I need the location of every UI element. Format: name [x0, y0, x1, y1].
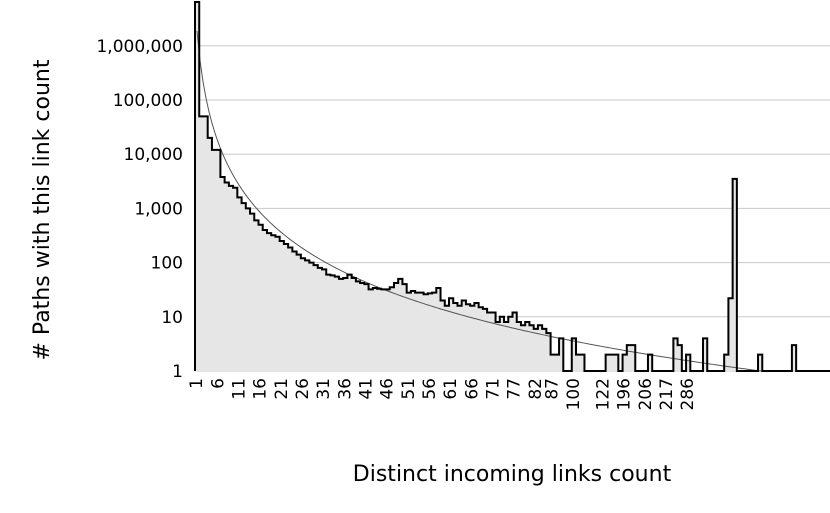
distribution-step-line: [194, 1, 830, 372]
y-axis-ticks: 1 10 100 1,000 10,000 100,000 1,000,000: [96, 37, 183, 382]
y-tick-label: 1,000,000: [96, 37, 183, 57]
y-tick-label: 10: [161, 308, 183, 328]
x-tick-label: 71: [483, 378, 503, 400]
x-tick-label: 196: [615, 378, 635, 410]
y-tick-label: 100: [151, 254, 183, 274]
x-tick-label: 66: [462, 378, 482, 400]
x-axis-title: Distinct incoming links count: [353, 462, 672, 487]
x-tick-label: 46: [378, 378, 398, 400]
x-tick-label: 6: [208, 378, 228, 389]
x-tick-label: 286: [678, 378, 698, 410]
power-law-trend: [196, 30, 770, 372]
x-tick-label: 122: [594, 378, 614, 410]
x-tick-label: 21: [272, 378, 292, 400]
data-line: [194, 1, 830, 372]
x-tick-label: 11: [229, 378, 249, 400]
y-tick-label: 1: [172, 362, 183, 382]
x-tick-label: 16: [251, 378, 271, 400]
x-tick-label: 77: [505, 378, 525, 400]
x-tick-label: 82: [526, 378, 546, 400]
y-tick-label: 10,000: [124, 145, 183, 165]
x-tick-label: 26: [293, 378, 313, 400]
x-tick-label: 217: [657, 378, 677, 410]
x-tick-label: 100: [564, 378, 584, 410]
y-tick-label: 100,000: [113, 91, 183, 111]
x-tick-label: 206: [636, 378, 656, 410]
x-tick-label: 51: [399, 378, 419, 400]
x-tick-label: 31: [314, 378, 334, 400]
trend-line: [196, 30, 770, 372]
x-tick-label: 41: [356, 378, 376, 400]
y-tick-label: 1,000: [134, 199, 183, 219]
x-tick-label: 1: [187, 378, 207, 389]
x-tick-label: 56: [420, 378, 440, 400]
x-tick-label: 61: [441, 378, 461, 400]
x-tick-label: 87: [543, 378, 563, 400]
x-tick-label: 36: [335, 378, 355, 400]
y-axis-title: # Paths with this link count: [30, 59, 55, 360]
